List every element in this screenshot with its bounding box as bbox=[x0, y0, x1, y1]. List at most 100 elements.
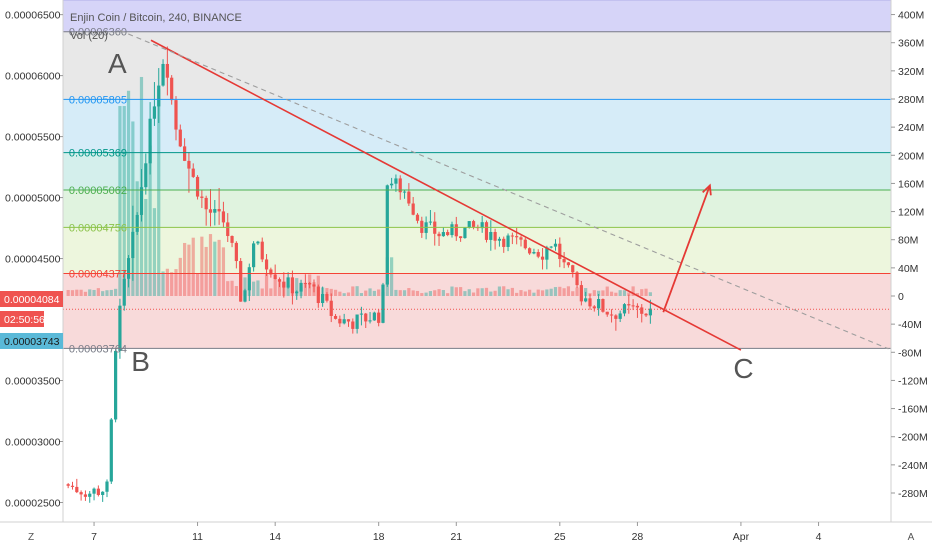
fib-band-top bbox=[63, 0, 891, 32]
volume-bar bbox=[372, 290, 376, 296]
volume-bar bbox=[269, 288, 273, 296]
time-tick-label: Apr bbox=[733, 531, 750, 543]
candle-body bbox=[536, 252, 540, 257]
volume-bar bbox=[105, 290, 109, 296]
candle-body bbox=[459, 236, 463, 239]
time-tick-label: 28 bbox=[632, 531, 644, 543]
price-axis[interactable]: 0.00006500 0.00006000 0.00005500 0.00005000… bbox=[5, 0, 64, 522]
candle-body bbox=[441, 232, 445, 237]
volume-bar bbox=[148, 145, 152, 296]
volume-bar bbox=[493, 290, 497, 296]
time-axis[interactable]: 7 11 14 18 21 25 28 Apr 4 bbox=[0, 521, 932, 543]
volume-bar bbox=[411, 290, 415, 296]
candle-body bbox=[627, 304, 631, 306]
candle-body bbox=[471, 221, 476, 227]
dashed-trend-line bbox=[119, 29, 889, 350]
volume-bar bbox=[627, 292, 631, 296]
volume-bar bbox=[605, 286, 609, 296]
candle-body bbox=[295, 291, 299, 294]
candle-body bbox=[338, 318, 342, 324]
volume-bar bbox=[528, 289, 532, 296]
volume-bar bbox=[157, 89, 161, 296]
volume-bar bbox=[592, 290, 596, 296]
candle-body bbox=[200, 196, 204, 198]
volume-bar bbox=[191, 237, 195, 296]
candle-body bbox=[122, 278, 126, 306]
volume-bar bbox=[333, 289, 338, 296]
candle-body bbox=[118, 305, 122, 351]
time-tick-label: 18 bbox=[373, 531, 385, 543]
volume-bar bbox=[467, 289, 471, 296]
candle-body bbox=[75, 486, 79, 493]
volume-bar bbox=[355, 286, 359, 296]
volume-bar bbox=[122, 106, 126, 296]
candle-body bbox=[204, 197, 208, 210]
candle-body bbox=[562, 259, 566, 263]
volume-label: Vol (20) bbox=[70, 30, 108, 42]
candle-body bbox=[152, 106, 157, 119]
volume-bar bbox=[618, 290, 622, 296]
volume-bar bbox=[484, 287, 489, 296]
candle-body bbox=[195, 176, 200, 197]
volume-bar bbox=[502, 286, 506, 296]
volume-bar bbox=[187, 244, 191, 296]
candle-body bbox=[390, 183, 394, 186]
volume-axis[interactable]: 400M 360M 320M 280M 240M 200M 160M 120M 80M 40M 0 -… bbox=[890, 0, 928, 522]
candle-body bbox=[484, 222, 489, 240]
candle-body bbox=[597, 299, 601, 309]
volume-bar bbox=[178, 257, 182, 296]
volume-tick-label: -240M bbox=[898, 460, 928, 472]
volume-bar bbox=[264, 273, 269, 296]
volume-bar bbox=[88, 289, 92, 296]
candle-body bbox=[187, 160, 191, 169]
volume-bar bbox=[497, 286, 502, 296]
volume-bar bbox=[471, 292, 476, 296]
candle-body bbox=[510, 235, 514, 237]
candle-body bbox=[286, 277, 290, 288]
price-tick-label: 0.00003500 bbox=[5, 376, 61, 388]
candle-body bbox=[79, 492, 83, 495]
candle-body bbox=[70, 485, 75, 487]
volume-bar bbox=[463, 291, 467, 296]
volume-bar bbox=[303, 283, 307, 296]
volume-bar bbox=[571, 291, 575, 296]
volume-bar bbox=[635, 293, 640, 296]
candle-body bbox=[614, 315, 618, 319]
volume-bar bbox=[114, 288, 118, 296]
candle-body bbox=[346, 319, 351, 322]
candle-body bbox=[506, 235, 510, 247]
volume-bar bbox=[575, 287, 579, 296]
candle-body bbox=[109, 419, 113, 482]
candle-body bbox=[566, 262, 571, 266]
volume-bar bbox=[489, 291, 493, 296]
volume-bar bbox=[217, 239, 221, 296]
fib-band bbox=[63, 152, 891, 191]
auto-scale-button[interactable]: A bbox=[908, 532, 915, 543]
volume-tick-label: 320M bbox=[898, 66, 924, 78]
volume-bar bbox=[342, 293, 346, 296]
candle-body bbox=[234, 242, 238, 262]
candle-body bbox=[139, 187, 144, 215]
fib-band bbox=[63, 273, 891, 349]
volume-bar bbox=[109, 289, 113, 296]
candle-body bbox=[532, 252, 536, 254]
timezone-button[interactable]: Z bbox=[28, 532, 34, 543]
volume-bar bbox=[70, 290, 75, 296]
candle-body bbox=[553, 243, 558, 247]
candle-body bbox=[178, 129, 182, 147]
candle-body bbox=[308, 283, 312, 285]
svg-text:0.00003743: 0.00003743 bbox=[4, 336, 60, 348]
candle-body bbox=[325, 293, 329, 301]
candle-body bbox=[497, 238, 502, 241]
fib-label: 0.00004377 bbox=[69, 269, 127, 281]
volume-bar bbox=[558, 286, 562, 296]
volume-tick-label: -280M bbox=[898, 488, 928, 500]
candle-body bbox=[329, 300, 333, 316]
volume-bar bbox=[226, 281, 230, 296]
volume-bar bbox=[506, 289, 510, 296]
volume-bar bbox=[614, 292, 618, 296]
volume-bar bbox=[66, 289, 70, 296]
fib-label: 0.00004756 bbox=[69, 222, 127, 234]
candle-body bbox=[101, 491, 105, 495]
